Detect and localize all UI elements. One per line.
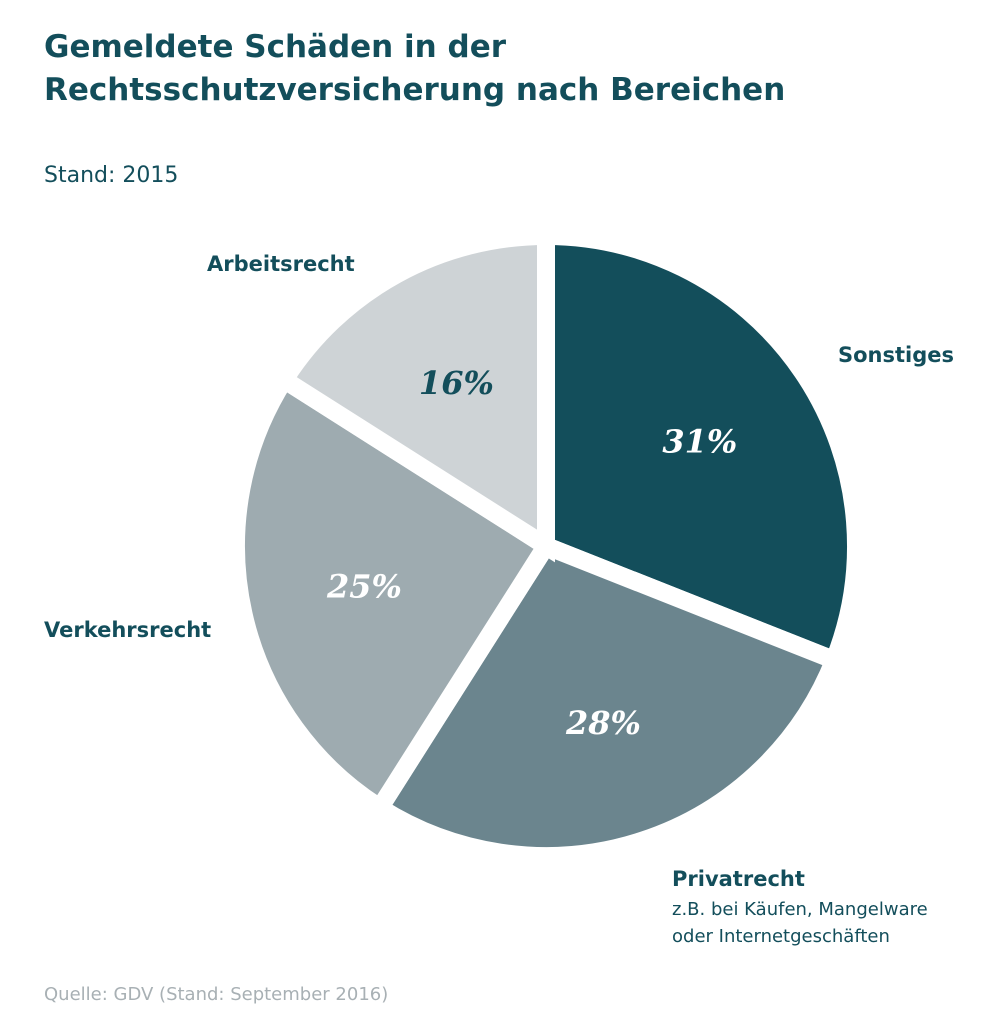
chart-title: Gemeldete Schäden in der Rechtsschutzver… [44, 29, 786, 108]
pie-slices [227, 226, 865, 865]
chart-subtitle: Stand: 2015 [44, 163, 179, 188]
pie-value-label-sonstiges: 31% [662, 422, 737, 460]
pie-value-label-verkehrsrecht: 25% [326, 568, 402, 606]
pie-slice-privatrecht [367, 534, 846, 865]
category-label-arbeitsrecht: Arbeitsrecht [207, 252, 355, 276]
category-note-privatrecht-2: oder Internetgeschäften [672, 926, 890, 947]
pie-slice-sonstiges [537, 226, 865, 672]
category-label-sonstiges: Sonstiges [838, 343, 954, 367]
category-labels: Sonstiges Privatrecht z.B. bei Käufen, Man… [44, 252, 954, 947]
pie-value-label-arbeitsrecht: 16% [419, 364, 494, 402]
source-note: Quelle: GDV (Stand: September 2016) [44, 984, 389, 1005]
percentage-labels: 31% 28% 25% 16% [326, 364, 737, 742]
pie-value-label-privatrecht: 28% [565, 704, 641, 742]
pie-slice-verkehrsrecht [227, 367, 559, 821]
category-label-verkehrsrecht: Verkehrsrecht [44, 618, 211, 642]
category-label-privatrecht: Privatrecht [672, 867, 805, 891]
pie-slice-arbeitsrecht [271, 226, 555, 563]
category-note-privatrecht-1: z.B. bei Käufen, Mangelware [672, 899, 928, 920]
